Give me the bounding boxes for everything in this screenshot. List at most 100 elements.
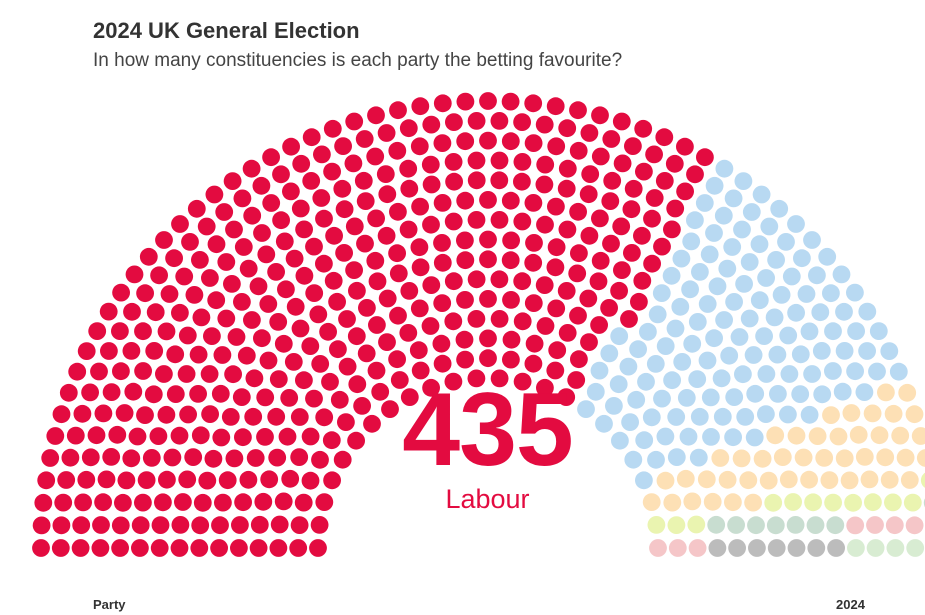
seat-dot <box>822 284 840 303</box>
seat-dot <box>744 346 763 364</box>
seat-dot <box>876 448 895 467</box>
seat-dot <box>677 389 696 407</box>
seat-dot <box>388 141 407 160</box>
seat-dot <box>791 385 810 403</box>
seat-dot <box>490 310 509 328</box>
seat-dot <box>467 310 486 328</box>
seat-dot <box>444 212 463 231</box>
seat-dot <box>347 327 366 346</box>
seat-dot <box>490 151 509 170</box>
seat-dot <box>602 130 621 148</box>
seat-dot <box>687 515 706 534</box>
seat-dot <box>779 470 798 489</box>
seat-dot <box>479 131 497 150</box>
seat-dot <box>154 493 172 512</box>
seat-dot <box>787 426 806 445</box>
seat-dot <box>422 115 441 134</box>
seat-dot <box>193 493 212 512</box>
seat-dot <box>378 289 397 308</box>
seat-dot <box>155 365 173 383</box>
seat-dot <box>786 516 805 534</box>
seat-dot <box>711 449 730 467</box>
seat-dot <box>178 470 197 489</box>
seat-dot <box>52 516 71 535</box>
seat-dot <box>456 132 475 151</box>
seat-dot <box>411 258 430 277</box>
seat-dot <box>262 148 280 167</box>
seat-dot <box>513 372 532 391</box>
seat-dot <box>858 302 877 321</box>
seat-dot <box>323 119 342 138</box>
seat-dot <box>234 428 252 447</box>
seat-dot <box>131 516 150 535</box>
seat-dot <box>748 539 766 557</box>
seat-dot <box>275 232 294 251</box>
seat-dot <box>433 134 452 153</box>
seat-dot <box>653 237 671 256</box>
seat-dot <box>260 470 279 489</box>
seat-dot <box>764 493 783 512</box>
seat-dot <box>313 145 331 164</box>
seat-dot <box>290 408 309 426</box>
seat-dot <box>433 294 452 312</box>
seat-dot <box>656 471 675 490</box>
seat-dot <box>849 425 868 444</box>
seat-dot <box>807 539 826 557</box>
seat-dot <box>433 94 452 113</box>
seat-dot <box>846 516 865 535</box>
seat-dot <box>611 431 629 450</box>
seat-dot <box>732 449 751 468</box>
seat-dot <box>125 265 144 284</box>
seat-dot <box>305 237 323 256</box>
seat-dot <box>866 539 885 557</box>
seat-dot <box>547 137 566 156</box>
seat-dot <box>54 493 73 512</box>
seat-dot <box>835 342 854 360</box>
seat-dot <box>886 539 905 557</box>
seat-dot <box>777 233 795 251</box>
seat-dot <box>501 191 520 210</box>
seat-dot <box>643 209 661 228</box>
footer-party-label[interactable]: Party <box>93 597 126 612</box>
seat-dot <box>750 235 769 254</box>
seat-dot <box>57 471 76 489</box>
seat-dot <box>668 539 687 557</box>
seat-dot <box>600 299 618 317</box>
seat-dot <box>345 217 364 236</box>
seat-dot <box>779 405 797 424</box>
seat-dot <box>880 470 899 489</box>
seat-dot <box>621 413 639 431</box>
seat-dot <box>524 294 543 312</box>
seat-dot <box>301 471 320 490</box>
seat-dot <box>456 92 475 111</box>
seat-dot <box>860 470 879 489</box>
seat-dot <box>804 493 822 512</box>
seat-dot <box>548 341 567 360</box>
seat-dot <box>32 516 51 535</box>
seat-dot <box>824 362 842 380</box>
seat-dot <box>284 353 303 371</box>
seat-dot <box>171 303 189 322</box>
highlight-seat-count: 435 <box>402 372 574 488</box>
seat-dot <box>269 539 288 557</box>
seat-dot <box>787 539 806 557</box>
seat-dot <box>547 197 565 216</box>
seat-dot <box>467 151 486 170</box>
seat-dot <box>311 355 330 373</box>
seat-dot <box>112 362 130 381</box>
seat-dot <box>160 285 179 303</box>
seat-dot <box>207 235 226 254</box>
seat-dot <box>690 407 709 426</box>
seat-dot <box>277 280 295 299</box>
seat-dot <box>142 449 161 467</box>
seat-dot <box>624 179 643 198</box>
seat-dot <box>249 277 268 296</box>
footer-year-label[interactable]: 2024 <box>836 597 865 612</box>
seat-dot <box>844 493 862 512</box>
seat-dot <box>818 247 837 266</box>
seat-dot <box>740 253 759 271</box>
seat-dot <box>367 209 385 228</box>
seat-dot <box>591 106 609 125</box>
seat-dot <box>536 378 554 397</box>
seat-dot <box>334 137 352 156</box>
